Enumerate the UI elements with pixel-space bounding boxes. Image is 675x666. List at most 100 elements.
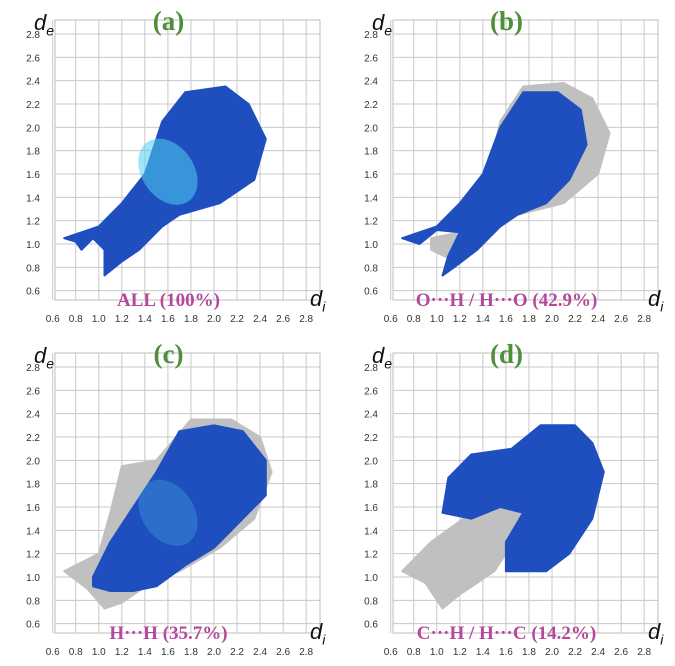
y-tick-label: 2.8 (26, 30, 40, 41)
x-tick-label: 0.8 (69, 314, 83, 325)
y-tick-label: 1.6 (26, 170, 40, 181)
y-tick-label: 0.8 (26, 263, 40, 274)
x-tick-label: 2.6 (614, 647, 628, 658)
y-tick-label: 1.0 (364, 240, 378, 251)
y-tick-label: 2.2 (364, 433, 378, 444)
fingerprint-panel: 0.6 0.8 1.0 1.2 1.4 1.6 1.8 2.0 2.2 2.4 2.6 2.8 0.6 0… (0, 0, 337, 333)
y-tick-label: 2.0 (364, 456, 378, 467)
x-tick-label: 0.6 (384, 314, 398, 325)
y-tick-label: 2.8 (364, 363, 378, 374)
contact-percentage-caption: ALL (100%) (117, 290, 220, 311)
y-tick-label: 1.6 (364, 170, 378, 181)
y-tick-label: 2.0 (364, 123, 378, 134)
y-axis-label-main: d (34, 10, 47, 35)
x-tick-label: 2.8 (637, 647, 651, 658)
y-tick-label: 2.2 (26, 433, 40, 444)
y-tick-label: 2.2 (26, 100, 40, 111)
x-tick-label: 2.4 (591, 314, 605, 325)
panel-label: (a) (152, 6, 185, 36)
x-tick-label: 1.4 (476, 647, 490, 658)
x-tick-label: 1.4 (138, 314, 152, 325)
x-tick-label: 1.4 (138, 647, 152, 658)
y-tick-label: 1.8 (364, 147, 378, 158)
x-tick-label: 2.2 (230, 314, 244, 325)
y-tick-label: 2.2 (364, 100, 378, 111)
x-tick-label: 2.0 (207, 647, 221, 658)
x-axis-label: di (310, 619, 325, 647)
x-tick-label: 2.6 (276, 314, 290, 325)
x-axis-label-subscript: i (322, 631, 326, 648)
x-tick-label: 0.6 (46, 647, 60, 658)
fingerprint-highlight-region (92, 424, 267, 592)
x-tick-label: 2.8 (299, 647, 313, 658)
x-tick-label: 2.4 (253, 647, 267, 658)
y-tick-label: 0.6 (26, 287, 40, 298)
y-tick-label: 2.6 (26, 386, 40, 397)
y-tick-label: 2.4 (26, 410, 40, 421)
x-tick-label: 1.6 (161, 647, 175, 658)
y-axis-label-subscript: e (46, 22, 55, 39)
x-tick-label: 1.8 (522, 314, 536, 325)
x-axis-label-main: d (648, 286, 661, 311)
y-axis-label: de (34, 10, 54, 38)
y-tick-label: 1.8 (364, 480, 378, 491)
x-tick-label: 2.0 (545, 314, 559, 325)
y-tick-label: 2.0 (26, 456, 40, 467)
y-tick-label: 0.8 (364, 263, 378, 274)
y-tick-label: 1.8 (26, 480, 40, 491)
x-tick-label: 2.2 (568, 314, 582, 325)
x-tick-label: 1.0 (430, 647, 444, 658)
x-tick-label: 1.6 (499, 314, 513, 325)
y-axis-label-main: d (372, 10, 385, 35)
y-tick-label: 1.2 (26, 217, 40, 228)
y-axis-label: de (372, 10, 392, 38)
x-tick-label: 2.2 (230, 647, 244, 658)
density-hotspot (138, 138, 198, 205)
x-tick-label: 1.6 (499, 647, 513, 658)
x-tick-label: 0.8 (407, 314, 421, 325)
x-tick-label: 2.4 (591, 647, 605, 658)
x-axis-label-main: d (310, 619, 323, 644)
y-axis-label-subscript: e (46, 355, 55, 372)
y-axis-label-main: d (372, 343, 385, 368)
y-tick-label: 1.0 (26, 573, 40, 584)
x-tick-label: 0.8 (407, 647, 421, 658)
y-axis-label: de (372, 343, 392, 371)
x-tick-label: 2.2 (568, 647, 582, 658)
plot-frame (54, 19, 321, 301)
y-tick-label: 2.4 (364, 77, 378, 88)
x-tick-label: 2.0 (207, 314, 221, 325)
x-tick-label: 2.0 (545, 647, 559, 658)
y-tick-label: 1.4 (364, 526, 378, 537)
y-axis-label-subscript: e (384, 355, 393, 372)
y-tick-label: 2.0 (26, 123, 40, 134)
plot-frame (392, 352, 659, 634)
y-tick-label: 2.6 (364, 386, 378, 397)
y-axis-label-main: d (34, 343, 47, 368)
panel-label: (b) (490, 6, 523, 36)
y-axis-label: de (34, 343, 54, 371)
y-tick-label: 0.6 (364, 620, 378, 631)
y-tick-label: 2.4 (364, 410, 378, 421)
y-tick-label: 1.2 (364, 550, 378, 561)
contact-percentage-caption: O···H / H···O (42.9%) (415, 290, 598, 311)
x-axis-label-subscript: i (660, 631, 664, 648)
x-tick-label: 1.8 (522, 647, 536, 658)
x-tick-label: 2.4 (253, 314, 267, 325)
x-tick-label: 1.2 (453, 647, 467, 658)
x-axis-label-main: d (310, 286, 323, 311)
x-tick-label: 0.6 (384, 647, 398, 658)
x-tick-label: 2.6 (276, 647, 290, 658)
y-tick-label: 1.8 (26, 147, 40, 158)
y-tick-label: 1.4 (26, 193, 40, 204)
y-tick-label: 0.6 (364, 287, 378, 298)
x-tick-label: 2.8 (299, 314, 313, 325)
y-tick-label: 2.8 (26, 363, 40, 374)
x-tick-label: 1.4 (476, 314, 490, 325)
fingerprint-plot: 0.6 0.8 1.0 1.2 1.4 1.6 1.8 2.0 2.2 2.4 2.6 2.8 0.6 0… (26, 19, 321, 325)
fingerprint-highlight-region (441, 424, 605, 573)
x-tick-label: 1.0 (430, 314, 444, 325)
fingerprint-plot: 0.6 0.8 1.0 1.2 1.4 1.6 1.8 2.0 2.2 2.4 2.6 2.8 0.6 0… (26, 352, 321, 658)
y-tick-label: 1.6 (26, 503, 40, 514)
x-axis-label: di (648, 286, 663, 314)
